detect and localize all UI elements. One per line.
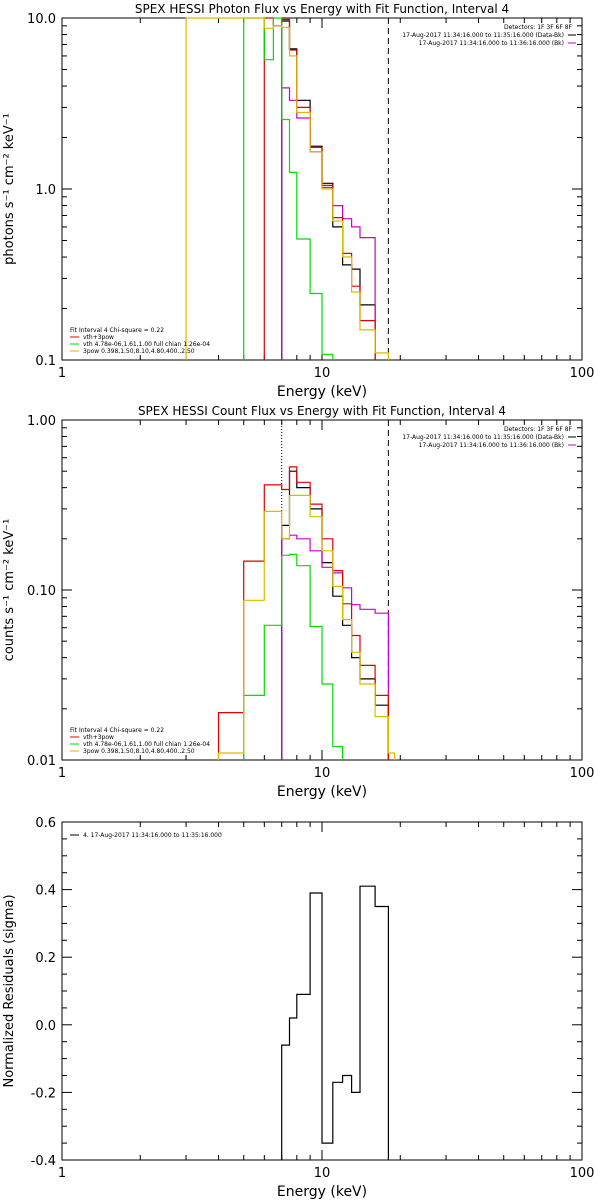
x-axis-label: Energy (keV) xyxy=(277,384,367,400)
x-axis-ticks xyxy=(61,420,583,760)
series-line-5 xyxy=(217,494,396,760)
y-tick-label: 1.0 xyxy=(35,183,56,198)
y-axis-ticks xyxy=(62,427,582,761)
y-axis-label: counts s⁻¹ cm⁻² keV⁻¹ xyxy=(2,519,17,662)
detectors-label: Detectors: 1F 3F 6F 8F xyxy=(504,426,573,433)
x-tick-label: 1 xyxy=(58,1166,66,1181)
x-axis-ticks xyxy=(61,822,583,1160)
x-tick-label: 10 xyxy=(314,766,331,781)
y-tick-label: 10.0 xyxy=(27,12,56,27)
y-axis-label: Normalized Residuals (sigma) xyxy=(2,894,17,1087)
chart-panel-1: SPEX HESSI Photon Flux vs Energy with Fi… xyxy=(2,2,594,400)
detectors-label: Detectors: 1F 3F 6F 8F xyxy=(504,24,573,31)
series-line-4 xyxy=(243,17,334,360)
plot-frame xyxy=(61,419,583,761)
x-tick-label: 100 xyxy=(570,1166,595,1181)
y-axis-ticks xyxy=(62,25,582,361)
legend-left-entry: Fit Interval 4 Chi-square = 0.22 xyxy=(70,727,164,734)
x-tick-label: 1 xyxy=(58,766,66,781)
legend-left-entry: vth 4.78e-06,1.61,1.00 full chian 1.26e-… xyxy=(83,341,210,348)
legend-right-entry: 17-Aug-2017 11:34:16.000 to 11:35:16.000… xyxy=(402,434,564,441)
legend-left-entry: 3pow 0.398,1.50,8.10,4.80,400.,2.50 xyxy=(83,748,195,755)
y-tick-label: -0.2 xyxy=(31,1086,56,1101)
y-tick-label: 0.2 xyxy=(35,951,56,966)
series-line-3 xyxy=(263,17,376,360)
x-tick-label: 1 xyxy=(58,366,66,381)
legend-left-entry: vth 4.78e-06,1.61,1.00 full chian 1.26e-… xyxy=(83,741,210,748)
legend-left-entry: vth+3pow xyxy=(83,334,114,341)
series-line-2 xyxy=(281,87,376,360)
legend-left-entry: 4. 17-Aug-2017 11:34:16.000 to 11:35:16.… xyxy=(83,832,222,839)
chart-title: SPEX HESSI Count Flux vs Energy with Fit… xyxy=(138,404,506,418)
series-line-2 xyxy=(281,534,389,760)
chart-panel-2: SPEX HESSI Count Flux vs Energy with Fit… xyxy=(2,404,594,800)
series-group xyxy=(281,885,389,1160)
y-axis-label: photons s⁻¹ cm⁻² keV⁻¹ xyxy=(2,113,17,265)
x-axis-label: Energy (keV) xyxy=(277,784,367,800)
y-tick-label: 0.6 xyxy=(35,816,56,831)
legend-left-entry: Fit Interval 4 Chi-square = 0.22 xyxy=(70,327,164,334)
y-tick-label: 0.1 xyxy=(35,354,56,369)
y-tick-label: 1.00 xyxy=(27,414,56,429)
y-tick-label: 0.01 xyxy=(27,754,56,769)
chart-panel-3: 1 10 100 Energy (keV) 0.6 0.4 0.2 0.0 -0.2 -0.4 No… xyxy=(2,816,594,1200)
x-tick-label: 100 xyxy=(570,366,595,381)
y-tick-label: 0.10 xyxy=(27,584,56,599)
series-line-1 xyxy=(281,20,376,360)
legend-right-entry: 17-Aug-2017 11:34:16.000 to 11:35:16.000… xyxy=(402,32,564,39)
series-group xyxy=(217,466,396,760)
x-tick-label: 10 xyxy=(314,366,331,381)
legend-left-entry: vth+3pow xyxy=(83,734,114,741)
series-line-4 xyxy=(243,553,344,760)
y-tick-label: 0.4 xyxy=(35,884,56,899)
x-tick-label: 10 xyxy=(314,1166,331,1181)
series-group xyxy=(185,17,389,360)
legend-left-entry: 3pow 0.398,1.50,8.10,4.80,400.,2.50 xyxy=(83,348,195,355)
y-tick-label: -0.4 xyxy=(31,1154,56,1169)
chart-title: SPEX HESSI Photon Flux vs Energy with Fi… xyxy=(135,2,509,16)
x-tick-label: 100 xyxy=(570,766,595,781)
x-axis-label: Energy (keV) xyxy=(277,1184,367,1200)
series-line-5 xyxy=(185,17,389,360)
y-tick-label: 0.0 xyxy=(35,1019,56,1034)
legend-right-entry: 17-Aug-2017 11:34:16.000 to 11:36:16.000… xyxy=(419,40,564,47)
legend-right-entry: 17-Aug-2017 11:34:16.000 to 11:36:16.000… xyxy=(419,442,564,449)
series-line-1 xyxy=(281,885,389,1160)
y-axis-ticks xyxy=(62,821,582,1161)
series-line-1 xyxy=(281,470,389,760)
